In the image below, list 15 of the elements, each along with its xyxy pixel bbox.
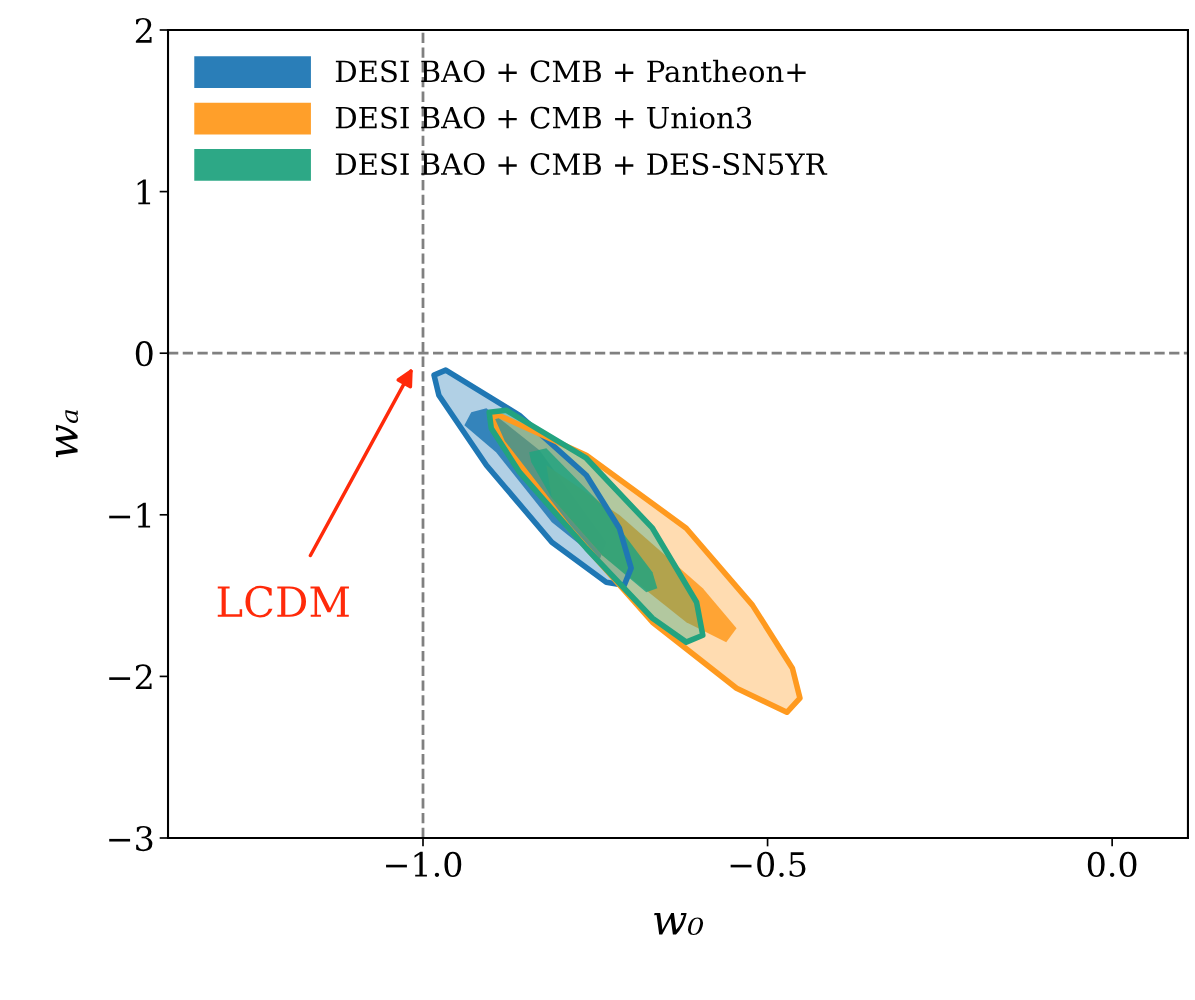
- y-tick-label: 1: [137, 179, 151, 205]
- y-tick-label: 0: [135, 341, 153, 367]
- y-tick-label: −1: [109, 502, 151, 528]
- x-tick-label: 0.0: [1087, 851, 1137, 877]
- y-axis-title: wₐ: [55, 410, 79, 458]
- legend-label: DESI BAO + CMB + DES-SN5YR: [335, 153, 828, 176]
- y-tick-label: 2: [135, 17, 152, 43]
- annotation: LCDM: [217, 585, 349, 618]
- legend-label: DESI BAO + CMB + Pantheon+: [335, 59, 806, 83]
- x-tick-label: −0.5: [730, 851, 806, 877]
- x-tick-label: −1.0: [386, 851, 462, 877]
- y-tick-label: −2: [109, 664, 152, 690]
- y-tick-label: −3: [109, 825, 153, 852]
- x-axis-title: w₀: [654, 912, 704, 936]
- legend-label: DESI BAO + CMB + Union3: [335, 106, 752, 129]
